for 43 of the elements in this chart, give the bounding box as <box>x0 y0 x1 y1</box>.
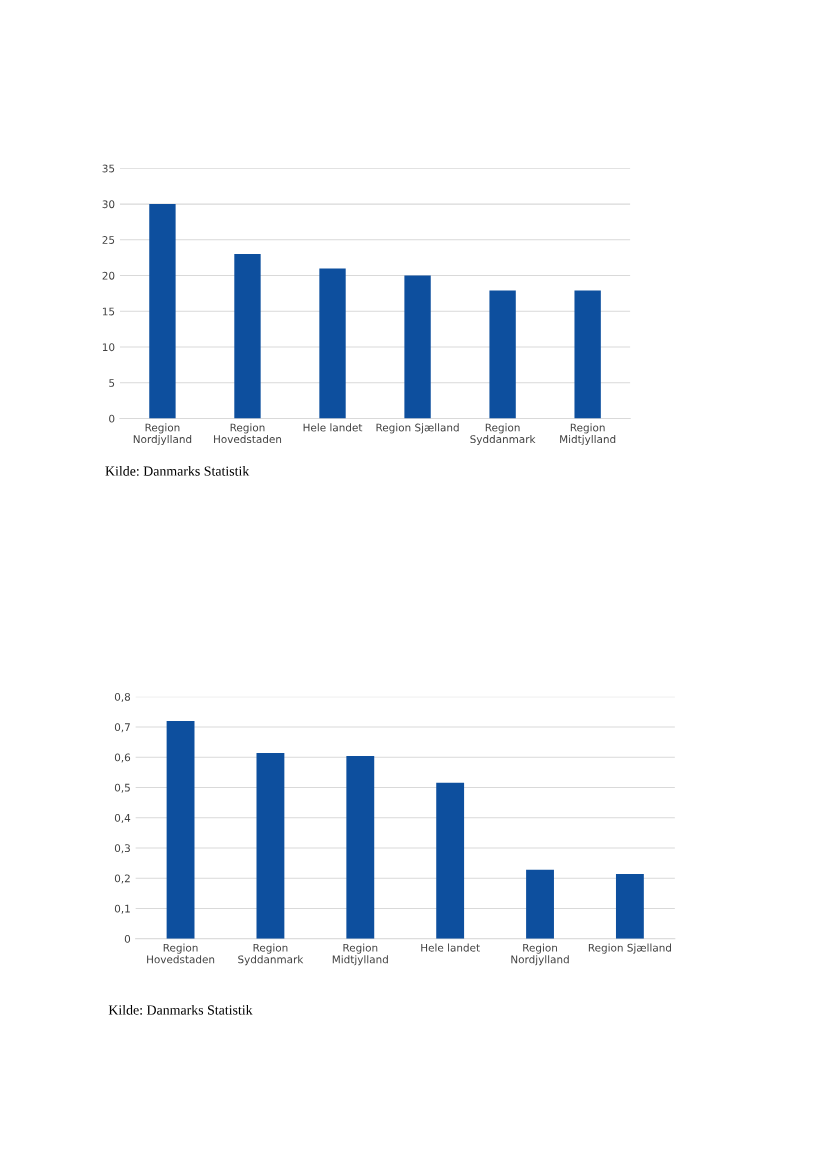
x-tick-label: Hele landet <box>303 423 363 432</box>
y-tick-label: 0 <box>124 934 131 943</box>
x-tick-label: Region Nordjylland <box>511 943 569 966</box>
x-tick-label: Region Syddanmark <box>470 423 536 446</box>
y-tick-label: 5 <box>109 379 115 387</box>
bar <box>149 204 176 419</box>
y-tick-label: 0 <box>109 414 115 423</box>
bar <box>526 869 554 939</box>
x-tick-label: Region Hovedstaden <box>214 423 282 444</box>
bar <box>404 275 431 419</box>
bar <box>489 290 516 419</box>
y-tick-label: 30 <box>102 200 115 209</box>
x-tick-label: Region Midtjylland <box>332 943 388 966</box>
y-tick-label: 35 <box>102 164 115 173</box>
y-tick-label: 0,7 <box>114 723 130 733</box>
x-tick-label: Region Hovedstaden <box>147 943 215 964</box>
y-tick-label: 0,6 <box>114 753 131 763</box>
y-tick-label: 0,2 <box>114 874 130 884</box>
y-tick-label: 15 <box>102 307 115 316</box>
y-tick-label: 0,8 <box>114 692 131 702</box>
bar <box>166 720 195 939</box>
x-tick-label: Region Sjælland <box>376 423 459 434</box>
text: Kilde: Danmarks Statistik <box>105 465 250 476</box>
x-tick-label: Region Sjælland <box>588 943 671 954</box>
bar <box>574 290 601 419</box>
bar <box>319 268 346 419</box>
y-tick-label: 25 <box>102 236 115 244</box>
y-tick-label: 20 <box>102 271 115 280</box>
x-tick-label: Hele landet <box>421 943 480 952</box>
x-tick-label: Region Syddanmark <box>238 943 304 966</box>
text: Kilde: Danmarks Statistik <box>108 1004 253 1015</box>
y-tick-label: 0,4 <box>114 813 131 823</box>
bar <box>346 756 375 939</box>
bar <box>436 782 465 939</box>
bar <box>615 873 644 939</box>
x-tick-label: Region Midtjylland <box>560 423 616 446</box>
y-tick-label: 0,3 <box>114 844 130 854</box>
y-tick-label: 0,1 <box>114 904 130 914</box>
y-tick-label: 10 <box>102 343 115 352</box>
bar <box>234 254 261 419</box>
x-tick-label: Region Nordjylland <box>133 423 192 446</box>
y-tick-label: 0,5 <box>114 783 130 793</box>
bar <box>256 752 285 939</box>
